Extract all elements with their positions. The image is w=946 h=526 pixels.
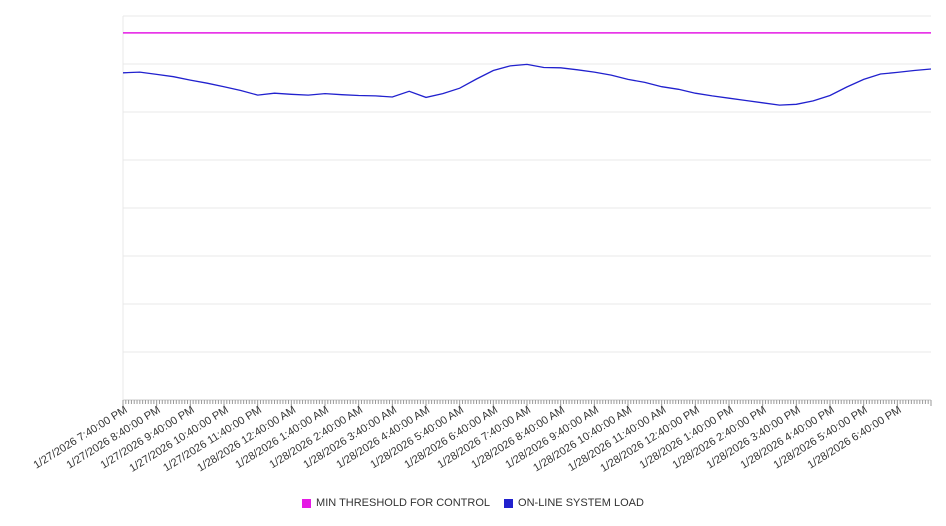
- legend-item-min-threshold[interactable]: MIN THRESHOLD FOR CONTROL: [302, 497, 490, 509]
- min-threshold-swatch-icon: [302, 498, 312, 508]
- legend-label-min-threshold: MIN THRESHOLD FOR CONTROL: [316, 497, 491, 509]
- system-load-line: [122, 63, 932, 106]
- legend-label-system-load: ON-LINE SYSTEM LOAD: [518, 497, 644, 509]
- chart-legend: MIN THRESHOLD FOR CONTROL ON-LINE SYSTEM…: [0, 497, 946, 509]
- system-load-swatch-icon: [504, 498, 514, 508]
- legend-item-system-load[interactable]: ON-LINE SYSTEM LOAD: [504, 497, 644, 509]
- line-chart: 1/27/2026 7:40:00 PM 1/27/2026 8:40:00 PM…: [31, 15, 932, 475]
- plot-area: [122, 15, 932, 406]
